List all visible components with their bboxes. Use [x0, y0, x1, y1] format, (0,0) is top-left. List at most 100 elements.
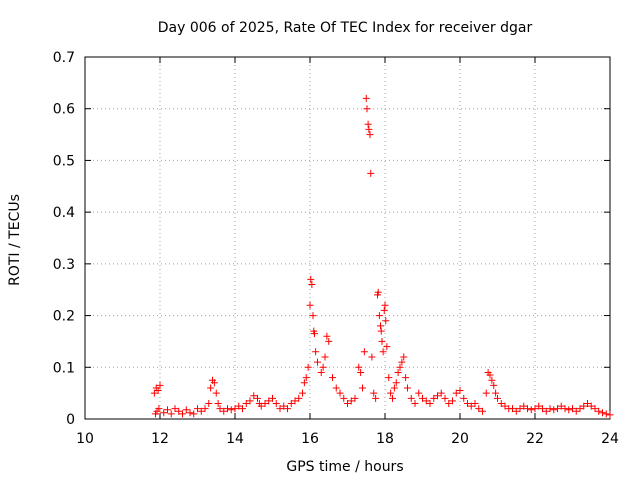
data-point — [205, 399, 213, 407]
data-point — [309, 312, 317, 320]
data-point — [312, 348, 320, 356]
x-tick-label: 14 — [226, 431, 244, 447]
data-point — [456, 387, 464, 395]
data-point — [602, 410, 610, 418]
data-point — [595, 407, 603, 415]
data-point — [452, 389, 460, 397]
data-point — [366, 131, 374, 139]
data-point — [308, 281, 316, 289]
data-point — [224, 405, 231, 413]
data-point — [402, 374, 410, 382]
data-point — [284, 405, 291, 413]
data-point — [154, 387, 162, 395]
data-point — [383, 343, 391, 351]
data-point — [475, 405, 483, 413]
data-point — [201, 405, 209, 413]
data-point — [561, 405, 569, 413]
data-point — [368, 353, 376, 361]
plot-frame — [84, 56, 611, 420]
data-point — [336, 389, 344, 397]
data-point — [367, 169, 375, 177]
x-tick-label: 10 — [76, 431, 94, 447]
data-point — [265, 397, 273, 405]
data-point — [214, 399, 222, 407]
data-point — [179, 410, 186, 418]
data-point — [304, 363, 312, 371]
data-point — [576, 405, 584, 413]
y-axis-label: ROTI / TECUs — [7, 194, 23, 286]
data-point — [344, 399, 351, 407]
y-tick-label: 0.6 — [53, 102, 75, 118]
data-point — [340, 394, 348, 402]
data-point — [396, 363, 404, 371]
data-point — [150, 389, 158, 397]
data-point — [370, 389, 378, 397]
x-tick-label: 20 — [451, 431, 469, 447]
data-point — [235, 402, 243, 410]
data-point — [492, 389, 500, 397]
data-point — [398, 358, 406, 366]
x-tick-label: 24 — [601, 431, 619, 447]
data-point — [231, 405, 239, 413]
data-point — [524, 405, 531, 413]
data-point — [227, 406, 235, 414]
data-point — [565, 406, 573, 414]
data-point — [167, 410, 175, 418]
data-point — [390, 384, 398, 392]
data-point — [210, 379, 218, 387]
data-point — [351, 394, 359, 402]
data-point — [160, 409, 168, 417]
data-point — [307, 275, 315, 283]
data-point — [512, 407, 520, 415]
data-point — [164, 406, 171, 414]
axis-ticks: 10 12 14 16 18 20 22 24 0 0.1 0.2 0.3 0.4 0.5 0.6 0.7 — [53, 50, 619, 447]
data-point — [488, 376, 496, 384]
data-point — [372, 394, 380, 402]
data-point — [357, 368, 365, 376]
data-point — [490, 381, 498, 389]
data-point — [587, 402, 595, 410]
data-point — [449, 397, 456, 405]
data-point — [155, 405, 163, 413]
data-point — [460, 394, 468, 402]
data-point — [194, 405, 201, 413]
data-point — [363, 105, 371, 113]
data-point — [242, 399, 250, 407]
data-point — [276, 405, 284, 413]
data-point — [479, 407, 486, 415]
data-point — [430, 394, 438, 402]
data-point — [280, 402, 288, 410]
y-tick-label: 0.5 — [53, 153, 75, 169]
data-point — [239, 405, 246, 413]
data-point — [291, 397, 299, 405]
data-point — [531, 405, 539, 413]
data-point — [380, 306, 388, 314]
y-tick-label: 0.1 — [53, 360, 75, 376]
data-point — [365, 125, 373, 133]
x-axis-label: GPS time / hours — [286, 459, 403, 475]
x-tick-label: 12 — [151, 431, 169, 447]
data-point — [385, 374, 393, 382]
data-point — [437, 389, 445, 397]
y-tick-label: 0.3 — [53, 257, 75, 273]
data-point — [287, 399, 295, 407]
x-tick-label: 22 — [526, 431, 544, 447]
data-point — [323, 332, 331, 340]
data-point — [364, 120, 372, 128]
chart-title: Day 006 of 2025, Rate Of TEC Index for r… — [158, 20, 533, 36]
y-tick-label: 0.7 — [53, 50, 75, 66]
data-point — [494, 394, 501, 402]
data-point — [378, 337, 386, 345]
data-point — [355, 363, 363, 371]
data-point — [362, 94, 370, 102]
data-point — [332, 384, 340, 392]
data-point — [394, 368, 402, 376]
data-point — [520, 402, 528, 410]
grid-lines — [85, 57, 610, 419]
data-point — [182, 406, 190, 414]
data-point — [471, 399, 479, 407]
data-point — [272, 399, 280, 407]
data-point — [319, 363, 327, 371]
data-point — [379, 348, 387, 356]
